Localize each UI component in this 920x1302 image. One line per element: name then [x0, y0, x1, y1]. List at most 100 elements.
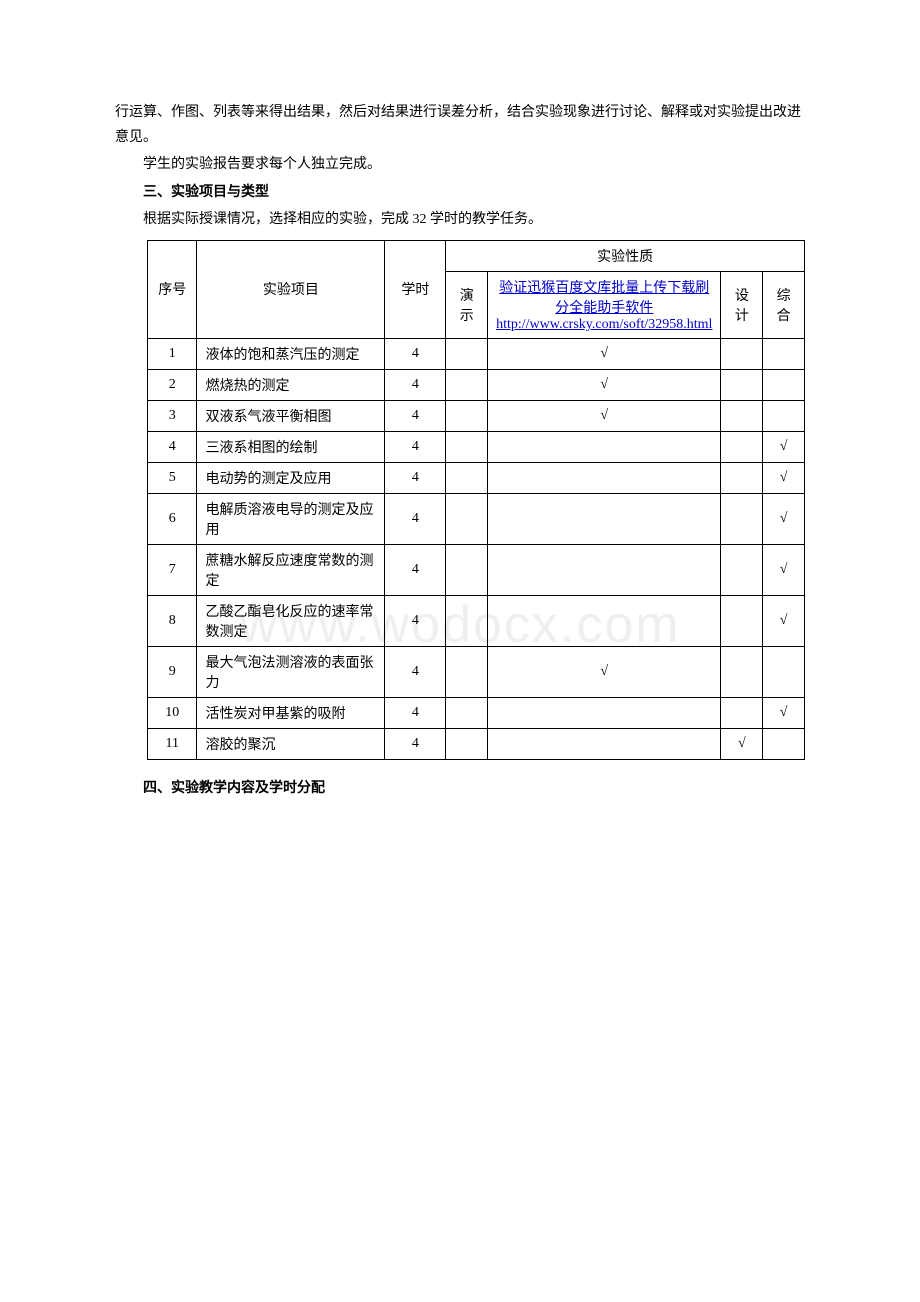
header-project: 实验项目 [197, 240, 385, 338]
cell-hours: 4 [385, 646, 446, 697]
cell-demo [446, 493, 488, 544]
cell-design [721, 493, 763, 544]
cell-design [721, 544, 763, 595]
verify-link-text: 验证迅猴百度文库批量上传下载刷分全能助手软件http://www.crsky.c… [496, 281, 712, 332]
cell-design [721, 595, 763, 646]
cell-seq: 10 [148, 697, 197, 728]
table-row: 2 燃烧热的测定 4 √ [148, 369, 805, 400]
cell-demo [446, 595, 488, 646]
cell-comp: √ [763, 493, 805, 544]
header-seq: 序号 [148, 240, 197, 338]
cell-comp [763, 646, 805, 697]
cell-hours: 4 [385, 431, 446, 462]
cell-seq: 4 [148, 431, 197, 462]
cell-design [721, 369, 763, 400]
cell-seq: 5 [148, 462, 197, 493]
cell-design [721, 462, 763, 493]
cell-verify [488, 431, 721, 462]
cell-verify [488, 462, 721, 493]
cell-verify [488, 493, 721, 544]
table-row: 7 蔗糖水解反应速度常数的测定 4 √ [148, 544, 805, 595]
cell-verify [488, 544, 721, 595]
cell-demo [446, 431, 488, 462]
cell-demo [446, 369, 488, 400]
cell-hours: 4 [385, 338, 446, 369]
cell-verify: √ [488, 338, 721, 369]
table-row: 1 液体的饱和蒸汽压的测定 4 √ [148, 338, 805, 369]
paragraph-3: 根据实际授课情况，选择相应的实验，完成 32 学时的教学任务。 [115, 207, 805, 232]
cell-seq: 1 [148, 338, 197, 369]
cell-project: 蔗糖水解反应速度常数的测定 [197, 544, 385, 595]
cell-hours: 4 [385, 544, 446, 595]
cell-seq: 6 [148, 493, 197, 544]
cell-design [721, 400, 763, 431]
cell-verify [488, 697, 721, 728]
cell-hours: 4 [385, 369, 446, 400]
cell-hours: 4 [385, 400, 446, 431]
table-row: 8 乙酸乙酯皂化反应的速率常数测定 4 √ [148, 595, 805, 646]
cell-project: 溶胶的聚沉 [197, 728, 385, 759]
section-heading-4: 四、实验教学内容及学时分配 [115, 776, 805, 801]
paragraph-1: 行运算、作图、列表等来得出结果，然后对结果进行误差分析，结合实验现象进行讨论、解… [115, 100, 805, 150]
header-verify-link[interactable]: 验证迅猴百度文库批量上传下载刷分全能助手软件http://www.crsky.c… [488, 271, 721, 338]
cell-demo [446, 544, 488, 595]
table-row: 3 双液系气液平衡相图 4 √ [148, 400, 805, 431]
cell-comp: √ [763, 697, 805, 728]
cell-seq: 9 [148, 646, 197, 697]
cell-comp [763, 400, 805, 431]
cell-hours: 4 [385, 493, 446, 544]
cell-project: 活性炭对甲基紫的吸附 [197, 697, 385, 728]
header-comprehensive: 综合 [763, 271, 805, 338]
cell-design [721, 697, 763, 728]
paragraph-2: 学生的实验报告要求每个人独立完成。 [115, 152, 805, 177]
cell-demo [446, 646, 488, 697]
cell-hours: 4 [385, 697, 446, 728]
cell-comp: √ [763, 595, 805, 646]
cell-design [721, 646, 763, 697]
cell-design [721, 338, 763, 369]
cell-seq: 11 [148, 728, 197, 759]
cell-project: 燃烧热的测定 [197, 369, 385, 400]
cell-project: 电解质溶液电导的测定及应用 [197, 493, 385, 544]
cell-comp [763, 369, 805, 400]
cell-comp: √ [763, 462, 805, 493]
table-row: 4 三液系相图的绘制 4 √ [148, 431, 805, 462]
table-row: 6 电解质溶液电导的测定及应用 4 √ [148, 493, 805, 544]
header-demo: 演示 [446, 271, 488, 338]
cell-project: 乙酸乙酯皂化反应的速率常数测定 [197, 595, 385, 646]
cell-design: √ [721, 728, 763, 759]
cell-demo [446, 728, 488, 759]
cell-project: 三液系相图的绘制 [197, 431, 385, 462]
table-header-row-1: 序号 实验项目 学时 实验性质 [148, 240, 805, 271]
cell-comp: √ [763, 431, 805, 462]
experiment-table: 序号 实验项目 学时 实验性质 演示 验证迅猴百度文库批量上传下载刷分全能助手软… [147, 240, 805, 760]
cell-demo [446, 400, 488, 431]
cell-project: 最大气泡法测溶液的表面张力 [197, 646, 385, 697]
cell-project: 液体的饱和蒸汽压的测定 [197, 338, 385, 369]
cell-comp: √ [763, 544, 805, 595]
cell-hours: 4 [385, 595, 446, 646]
cell-design [721, 431, 763, 462]
cell-hours: 4 [385, 462, 446, 493]
cell-comp [763, 728, 805, 759]
header-nature-group: 实验性质 [446, 240, 805, 271]
header-design: 设计 [721, 271, 763, 338]
cell-hours: 4 [385, 728, 446, 759]
cell-project: 双液系气液平衡相图 [197, 400, 385, 431]
cell-seq: 8 [148, 595, 197, 646]
cell-verify: √ [488, 369, 721, 400]
table-row: 11 溶胶的聚沉 4 √ [148, 728, 805, 759]
cell-demo [446, 697, 488, 728]
header-hours: 学时 [385, 240, 446, 338]
cell-project: 电动势的测定及应用 [197, 462, 385, 493]
table-row: 10 活性炭对甲基紫的吸附 4 √ [148, 697, 805, 728]
document-content: 行运算、作图、列表等来得出结果，然后对结果进行误差分析，结合实验现象进行讨论、解… [115, 100, 805, 801]
section-heading-3: 三、实验项目与类型 [115, 180, 805, 205]
cell-verify [488, 595, 721, 646]
cell-verify [488, 728, 721, 759]
cell-seq: 7 [148, 544, 197, 595]
cell-verify: √ [488, 400, 721, 431]
cell-seq: 3 [148, 400, 197, 431]
table-row: 9 最大气泡法测溶液的表面张力 4 √ [148, 646, 805, 697]
cell-demo [446, 338, 488, 369]
